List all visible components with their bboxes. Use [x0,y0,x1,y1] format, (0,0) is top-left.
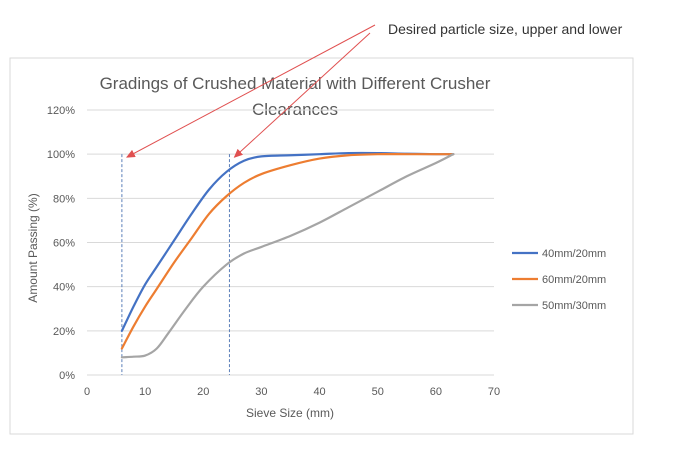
y-tick-label: 100% [47,149,75,161]
x-tick-label: 0 [84,386,90,398]
legend-label: 50mm/30mm [542,300,606,312]
x-tick-labels: 0 10 20 30 40 50 60 70 [84,386,500,398]
chart-title-line1: Gradings of Crushed Material with Differ… [100,74,491,93]
y-tick-label: 80% [53,193,75,205]
legend-label: 40mm/20mm [542,248,606,260]
chart-frame [9,57,634,435]
y-tick-label: 0% [59,370,75,382]
x-tick-label: 70 [488,386,500,398]
x-tick-label: 60 [430,386,442,398]
x-axis-label: Sieve Size (mm) [246,406,334,420]
series-line-1 [120,152,455,350]
y-tick-labels: 0% 20% 40% 60% 80% 100% 120% [47,105,75,382]
x-tick-label: 30 [255,386,267,398]
series-line-2 [120,153,455,359]
series-lines [120,151,455,359]
reference-lines [121,154,230,375]
x-tick-label: 50 [372,386,384,398]
y-tick-label: 20% [53,326,75,338]
y-tick-label: 120% [47,105,75,117]
x-tick-label: 40 [313,386,325,398]
annotation-arrow [126,24,376,158]
legend: 40mm/20mm 60mm/20mm 50mm/30mm [512,248,606,312]
x-tick-label: 10 [139,386,151,398]
annotation-arrows [126,24,376,158]
y-tick-label: 60% [53,238,75,250]
annotation-text: Desired particle size, upper and lower [388,21,623,37]
y-axis-label: Amount Passing (%) [26,193,40,302]
y-tick-label: 40% [53,282,75,294]
legend-label: 60mm/20mm [542,274,606,286]
x-tick-label: 20 [197,386,209,398]
annotation-arrow [233,32,371,158]
